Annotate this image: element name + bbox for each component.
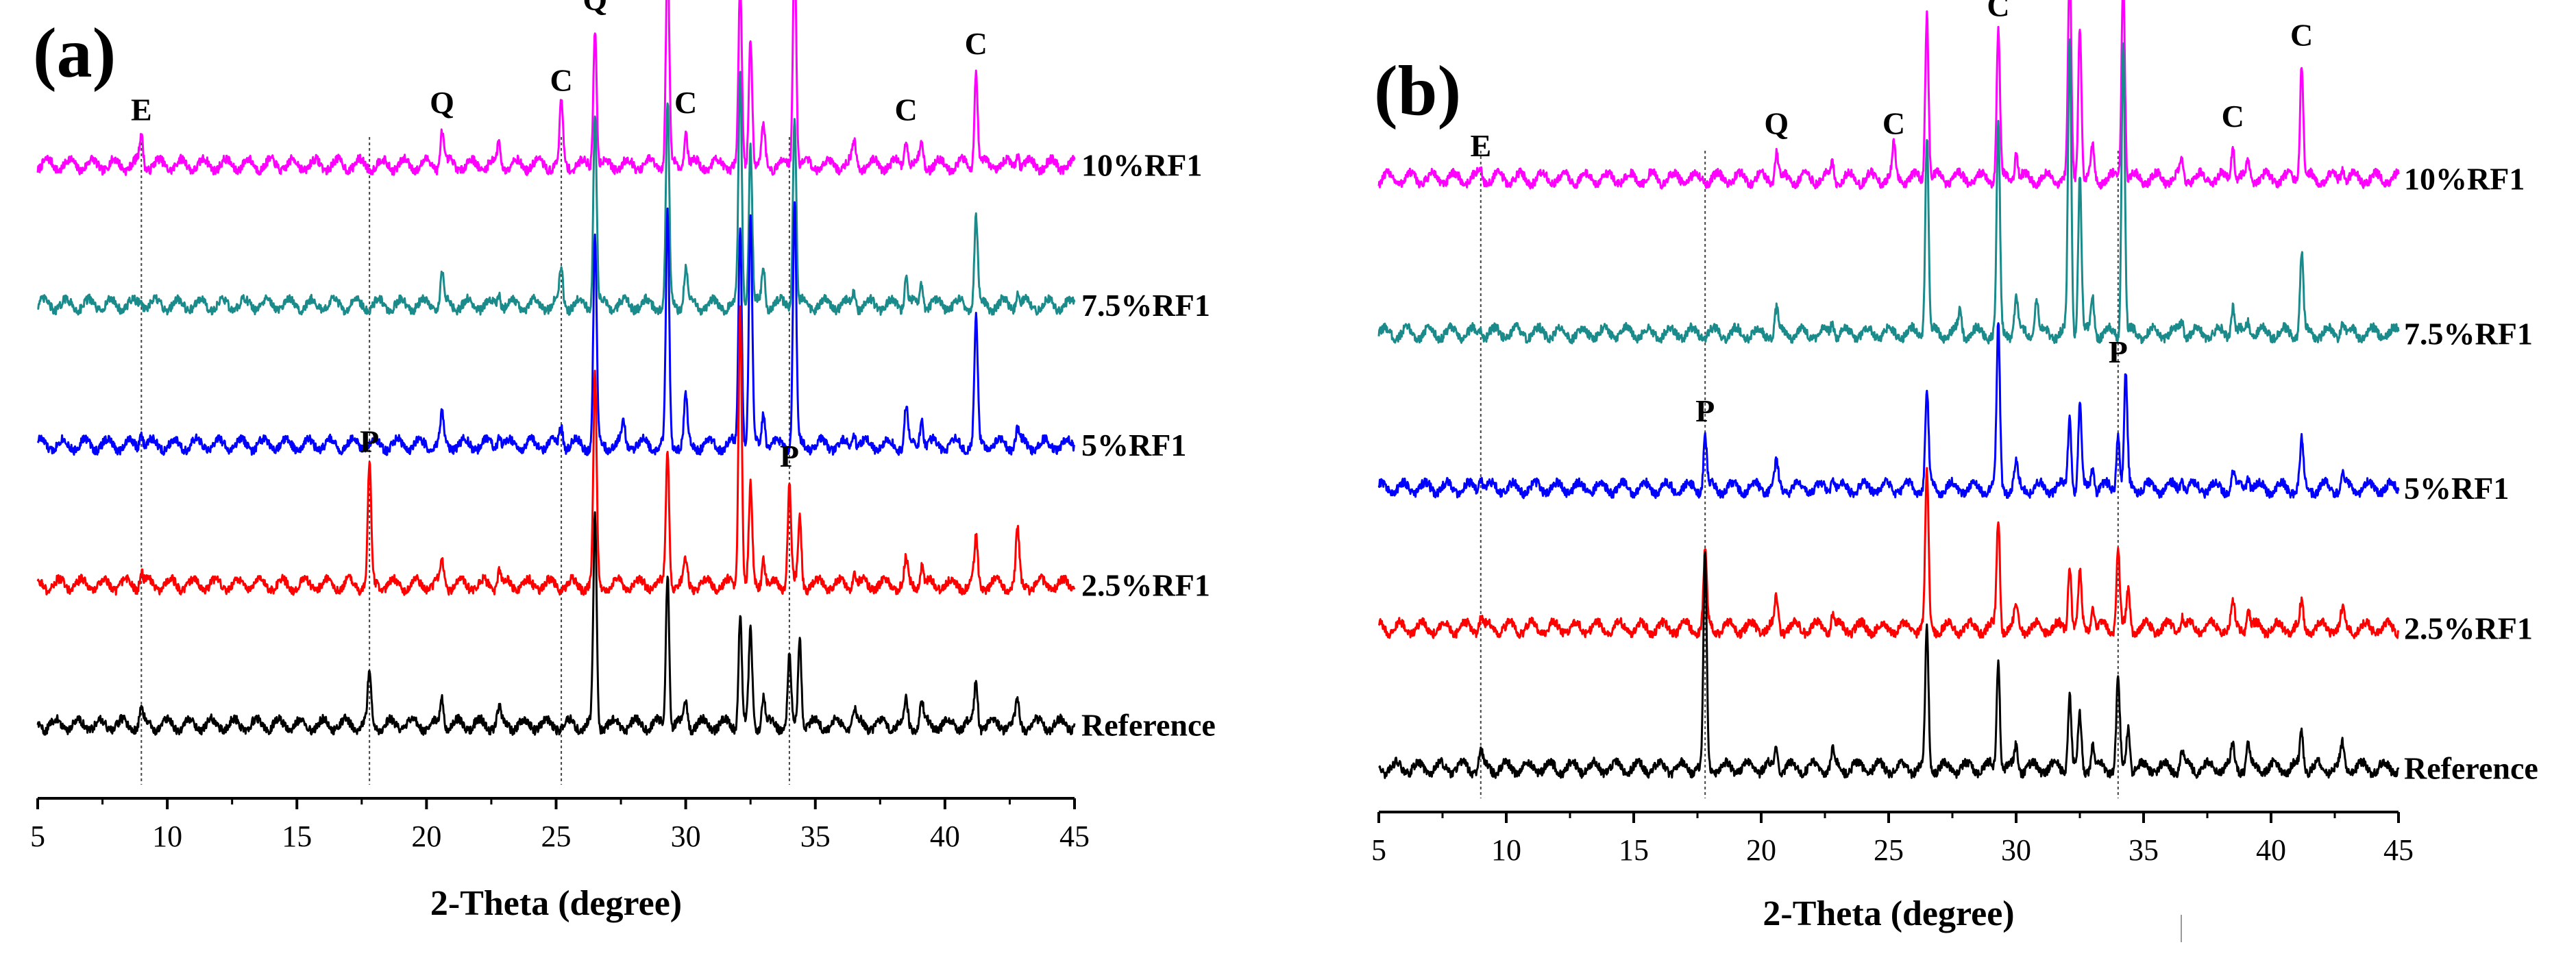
peak-label-0-9: C xyxy=(965,26,988,61)
series-label-0-3: 2.5%RF1 xyxy=(1081,567,1210,602)
series-line-reference-0 xyxy=(36,511,1076,736)
peak-label-0-2: C xyxy=(550,63,572,98)
peak-label-1-0: E xyxy=(1470,128,1491,163)
x-tick-label-0-6: 35 xyxy=(800,820,831,853)
x-tick-label-1-2: 15 xyxy=(1619,833,1649,867)
x-tick-label-0-8: 45 xyxy=(1059,820,1090,853)
series-line-5rf1-1 xyxy=(1377,322,2400,500)
peak-label-0-11: P xyxy=(780,439,799,474)
peak-label-0-5: C xyxy=(674,85,697,120)
x-tick-label-0-5: 30 xyxy=(671,820,701,853)
peak-label-1-3: Q xyxy=(1915,0,1939,1)
series-line-75rf1-0 xyxy=(37,71,1076,316)
peak-label-1-1: Q xyxy=(1764,106,1789,141)
peak-label-1-8: C xyxy=(2290,18,2313,53)
peak-label-1-9: P xyxy=(1695,393,1715,428)
x-tick-label-1-6: 35 xyxy=(2129,833,2159,867)
x-tick-label-1-8: 45 xyxy=(2383,833,2414,867)
peak-label-0-10: P xyxy=(360,423,379,458)
x-tick-label-0-1: 10 xyxy=(152,820,182,853)
series-line-10rf1-1 xyxy=(1377,0,2400,190)
x-tick-label-0-4: 25 xyxy=(541,820,572,853)
peak-label-0-3: Q xyxy=(582,0,607,16)
series-line-reference-1 xyxy=(1378,551,2400,779)
x-tick-label-0-2: 15 xyxy=(282,820,312,853)
series-line-25rf1-0 xyxy=(36,305,1076,596)
x-tick-label-1-1: 10 xyxy=(1491,833,1521,867)
peak-label-0-1: Q xyxy=(430,85,454,120)
panel-label-0: (a) xyxy=(33,14,116,93)
x-tick-label-0-3: 20 xyxy=(411,820,441,853)
series-line-5rf1-0 xyxy=(36,201,1076,456)
series-label-0-2: 5%RF1 xyxy=(1081,428,1186,463)
series-label-1-4: Reference xyxy=(2404,751,2538,786)
panel-label-1: (b) xyxy=(1374,51,1461,130)
x-tick-label-1-7: 40 xyxy=(2256,833,2286,867)
series-label-0-4: Reference xyxy=(1081,708,1216,743)
series-line-25rf1-1 xyxy=(1377,467,2400,639)
x-axis-title-1: 2-Theta (degree) xyxy=(1763,894,2014,933)
peak-label-1-4: C xyxy=(1987,0,2009,23)
peak-label-1-7: C xyxy=(2222,99,2244,134)
series-line-75rf1-1 xyxy=(1377,38,2400,345)
peak-label-1-10: P xyxy=(2109,334,2128,369)
series-label-1-1: 7.5%RF1 xyxy=(2404,316,2533,351)
peak-label-0-8: C xyxy=(895,93,918,127)
peak-label-1-2: C xyxy=(1882,106,1905,141)
x-tick-label-0-7: 40 xyxy=(930,820,960,853)
series-line-10rf1-0 xyxy=(36,0,1076,176)
series-label-1-0: 10%RF1 xyxy=(2404,162,2525,197)
x-tick-label-1-4: 25 xyxy=(1874,833,1904,867)
x-tick-label-0-0: 5 xyxy=(30,820,45,853)
peak-label-0-0: E xyxy=(131,93,152,127)
x-tick-label-1-3: 20 xyxy=(1746,833,1776,867)
series-label-1-2: 5%RF1 xyxy=(2404,471,2509,506)
series-label-1-3: 2.5%RF1 xyxy=(2404,611,2533,646)
x-tick-label-1-0: 5 xyxy=(1371,833,1386,867)
x-axis-title-0: 2-Theta (degree) xyxy=(430,884,682,923)
x-tick-label-1-5: 30 xyxy=(2001,833,2031,867)
series-label-0-1: 7.5%RF1 xyxy=(1081,288,1210,323)
series-label-0-0: 10%RF1 xyxy=(1081,148,1202,183)
